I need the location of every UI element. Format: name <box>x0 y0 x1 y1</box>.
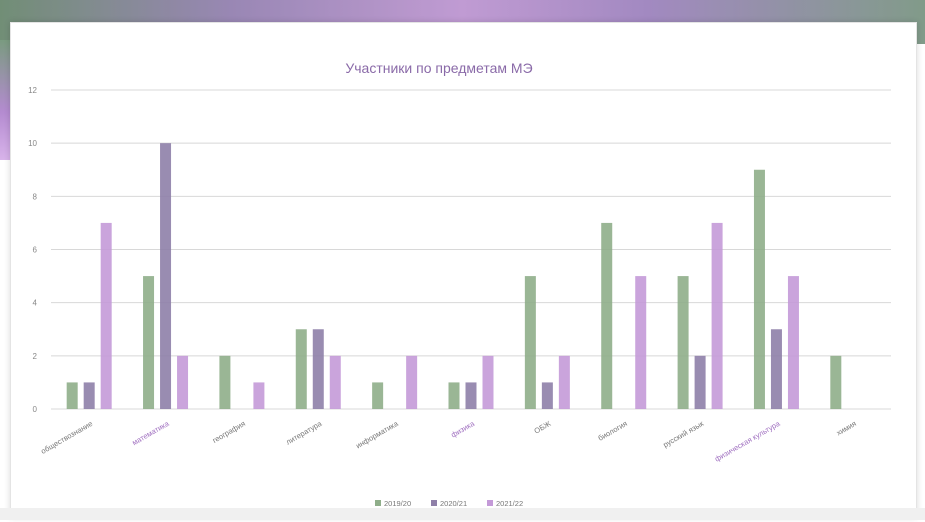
x-tick-label: физическая культура <box>713 419 782 464</box>
bar <box>295 329 307 409</box>
y-tick-label: 0 <box>33 405 38 414</box>
bar <box>787 276 799 409</box>
bar <box>372 382 384 409</box>
bar <box>677 276 689 409</box>
x-axis-labels: обществознание математика география литерат… <box>39 419 858 464</box>
legend-label: 2020/21 <box>440 499 467 508</box>
x-tick-label: ОБЖ <box>533 419 553 436</box>
bar <box>406 355 418 409</box>
bar <box>253 382 265 409</box>
y-tick-label: 12 <box>28 86 37 95</box>
bar <box>100 222 112 409</box>
y-axis-ticks: 0 2 4 6 8 10 12 <box>28 86 37 414</box>
bar <box>83 382 95 409</box>
bar <box>482 355 494 409</box>
bar <box>329 355 341 409</box>
bar <box>66 382 78 409</box>
x-tick-label: химия <box>835 419 858 437</box>
y-tick-label: 8 <box>33 192 38 201</box>
bar <box>753 169 765 409</box>
bar <box>465 382 477 409</box>
bar <box>312 329 324 409</box>
bar-chart: Участники по предметам МЭ 0 2 4 6 8 10 12 обще… <box>28 60 891 508</box>
legend: 2019/20 2020/21 2021/22 <box>375 499 523 508</box>
legend-swatch <box>487 500 493 506</box>
legend-swatch <box>431 500 437 506</box>
y-tick-label: 10 <box>28 139 37 148</box>
bar <box>694 355 706 409</box>
legend-label: 2021/22 <box>496 499 523 508</box>
bars <box>66 143 842 409</box>
bar <box>830 355 842 409</box>
bar <box>770 329 782 409</box>
chart-title: Участники по предметам МЭ <box>345 60 532 76</box>
y-tick-label: 6 <box>33 246 38 255</box>
chart-container: Участники по предметам МЭ 0 2 4 6 8 10 12 обще… <box>10 22 917 518</box>
bar <box>143 276 155 409</box>
bar <box>541 382 553 409</box>
x-tick-label: математика <box>130 419 171 448</box>
x-tick-label: обществознание <box>39 419 94 456</box>
bar <box>448 382 460 409</box>
bar <box>635 276 647 409</box>
y-tick-label: 2 <box>33 352 38 361</box>
y-tick-label: 4 <box>33 299 38 308</box>
bar <box>558 355 570 409</box>
x-tick-label: география <box>211 419 247 445</box>
x-tick-label: литература <box>284 419 324 447</box>
legend-label: 2019/20 <box>384 499 411 508</box>
legend-swatch <box>375 500 381 506</box>
page-bottom-edge <box>0 508 925 520</box>
bar <box>219 355 231 409</box>
bar <box>601 222 613 409</box>
bar <box>160 143 172 409</box>
bar <box>177 355 189 409</box>
x-tick-label: биология <box>596 419 628 443</box>
bar <box>711 222 723 409</box>
x-tick-label: физика <box>449 419 476 440</box>
gridlines <box>51 89 891 410</box>
x-tick-label: русский язык <box>661 419 705 450</box>
bar <box>524 276 536 409</box>
x-tick-label: информатика <box>354 419 400 451</box>
